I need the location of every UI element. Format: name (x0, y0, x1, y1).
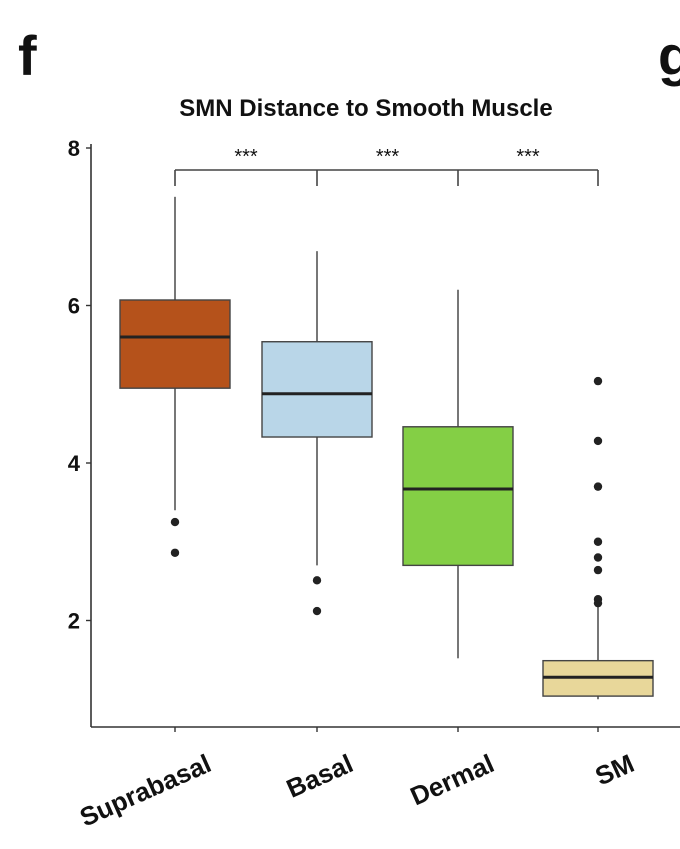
y-tick-label: 2 (68, 609, 80, 634)
box-basal (261, 341, 373, 438)
outlier-point (593, 482, 603, 491)
significance-label: *** (516, 146, 540, 168)
panel-label-g: g (658, 24, 680, 87)
outlier-point (170, 517, 180, 527)
outlier-point (593, 553, 603, 562)
x-tick-label: Basal (282, 748, 358, 804)
box-dermal (402, 426, 514, 567)
outlier-point (593, 376, 603, 386)
outlier-point (312, 606, 322, 616)
significance-label: *** (376, 146, 400, 168)
y-tick-label: 8 (68, 136, 80, 161)
outlier-point (170, 548, 180, 557)
outlier-point (593, 565, 603, 575)
x-tick-label: SM (591, 748, 639, 791)
y-tick-label: 6 (68, 294, 80, 319)
outlier-point (593, 537, 603, 546)
outlier-point (312, 576, 322, 585)
x-tick-label: Suprabasal (75, 748, 215, 832)
outlier-point (593, 598, 603, 608)
box-suprabasal (119, 299, 231, 389)
outlier-point (593, 436, 603, 446)
panel-label-f: f (18, 24, 37, 87)
significance-label: *** (234, 146, 258, 168)
y-tick-label: 4 (68, 451, 81, 476)
x-tick-label: Dermal (406, 748, 499, 811)
chart-title: SMN Distance to Smooth Muscle (179, 95, 552, 122)
